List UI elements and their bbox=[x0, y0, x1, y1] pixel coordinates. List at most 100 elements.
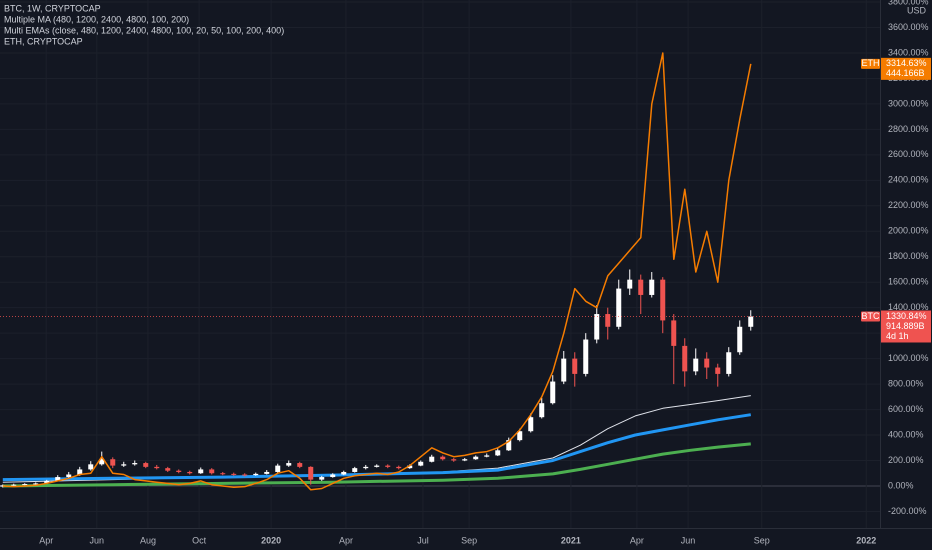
candle-body bbox=[275, 465, 281, 472]
candle-body bbox=[671, 320, 677, 346]
legend-line: ETH, CRYPTOCAP bbox=[4, 36, 83, 46]
candle-body bbox=[506, 440, 512, 451]
x-tick-label: Jul bbox=[417, 535, 429, 545]
candle-body bbox=[165, 468, 171, 471]
y-tick-label: 400.00% bbox=[888, 429, 924, 439]
unit-label: USD bbox=[907, 5, 927, 15]
y-tick-label: 2000.00% bbox=[888, 226, 929, 236]
y-tick-label: 3400.00% bbox=[888, 47, 929, 57]
x-tick-label: Apr bbox=[339, 535, 353, 545]
candle-body bbox=[286, 463, 292, 466]
price-tag-line: 914.889B bbox=[886, 321, 925, 331]
series-tag-name: ETH bbox=[862, 58, 880, 68]
candle-body bbox=[22, 484, 28, 486]
x-tick-label: Apr bbox=[630, 535, 644, 545]
candle-body bbox=[605, 314, 611, 327]
price-tag-line: 3314.63% bbox=[886, 58, 927, 68]
candle-body bbox=[594, 314, 600, 340]
candle-body bbox=[77, 469, 83, 475]
candle-body bbox=[638, 279, 644, 295]
legend-line: BTC, 1W, CRYPTOCAP bbox=[4, 3, 101, 13]
candle-body bbox=[308, 466, 314, 480]
candle-body bbox=[649, 279, 655, 295]
candle-body bbox=[374, 465, 380, 467]
candle-body bbox=[627, 279, 633, 289]
candle-body bbox=[363, 466, 369, 469]
candle-body bbox=[319, 477, 325, 480]
y-tick-label: 1000.00% bbox=[888, 353, 929, 363]
price-tag-box bbox=[881, 57, 931, 80]
candle-body bbox=[616, 288, 622, 327]
y-tick-label: 3800.00% bbox=[888, 0, 929, 6]
candle-body bbox=[473, 456, 479, 460]
y-tick-label: 1600.00% bbox=[888, 277, 929, 287]
x-tick-label: 2020 bbox=[261, 535, 281, 545]
legend-line: Multi EMAs (close, 480, 1200, 2400, 4800… bbox=[4, 25, 284, 35]
candle-body bbox=[407, 465, 413, 469]
candle-body bbox=[396, 466, 402, 469]
candle-body bbox=[231, 473, 237, 475]
candle-body bbox=[440, 456, 446, 460]
y-tick-label: 600.00% bbox=[888, 404, 924, 414]
candle-body bbox=[550, 381, 556, 404]
y-tick-label: -200.00% bbox=[888, 506, 927, 516]
candle-body bbox=[44, 480, 50, 484]
candle-body bbox=[33, 483, 39, 485]
price-tag-line: 4d 1h bbox=[886, 331, 909, 341]
candle-body bbox=[11, 484, 17, 486]
candle-body bbox=[704, 358, 710, 368]
candle-body bbox=[693, 358, 699, 372]
candle-body bbox=[121, 464, 127, 466]
candle-body bbox=[682, 345, 688, 372]
candle-body bbox=[451, 459, 457, 461]
x-tick-label: Sep bbox=[754, 535, 770, 545]
candle-body bbox=[264, 471, 270, 474]
candle-body bbox=[352, 468, 358, 472]
candle-body bbox=[330, 474, 336, 478]
x-tick-label: Jun bbox=[681, 535, 696, 545]
candle-body bbox=[517, 431, 523, 441]
price-tag-line: 444.166B bbox=[886, 68, 925, 78]
candle-body bbox=[429, 456, 435, 462]
price-tag-line: 1330.84% bbox=[886, 311, 927, 321]
legend-line: Multiple MA (480, 1200, 2400, 4800, 100,… bbox=[4, 14, 189, 24]
candle-body bbox=[253, 473, 259, 476]
x-tick-label: Apr bbox=[39, 535, 53, 545]
candle-body bbox=[143, 463, 149, 467]
x-tick-label: Jun bbox=[90, 535, 105, 545]
series-line bbox=[2, 413, 752, 482]
candle-body bbox=[737, 326, 743, 353]
y-tick-label: 2800.00% bbox=[888, 124, 929, 134]
candle-body bbox=[462, 459, 468, 461]
y-tick-label: 0.00% bbox=[888, 480, 914, 490]
series-tag-box bbox=[861, 58, 880, 69]
candle-body bbox=[528, 417, 534, 432]
candle-body bbox=[341, 471, 347, 475]
candle-body bbox=[572, 358, 578, 374]
y-tick-label: 3000.00% bbox=[888, 98, 929, 108]
candle-body bbox=[88, 464, 94, 470]
candle-body bbox=[55, 477, 61, 481]
y-tick-label: 800.00% bbox=[888, 378, 924, 388]
candle-body bbox=[297, 463, 303, 467]
candle-body bbox=[748, 316, 754, 327]
series-line bbox=[2, 52, 752, 491]
series-tag-box bbox=[861, 311, 880, 322]
candle-body bbox=[583, 339, 589, 374]
candle-body bbox=[110, 459, 116, 466]
candle-body bbox=[726, 352, 732, 374]
candle-body bbox=[715, 367, 721, 374]
y-tick-label: 2200.00% bbox=[888, 200, 929, 210]
candle-body bbox=[198, 469, 204, 474]
candle-body bbox=[209, 469, 215, 474]
candle-body bbox=[561, 358, 567, 382]
y-tick-label: 2400.00% bbox=[888, 175, 929, 185]
y-tick-label: 1800.00% bbox=[888, 251, 929, 261]
candle-body bbox=[418, 461, 424, 466]
candle-body bbox=[176, 470, 182, 472]
candle-body bbox=[242, 474, 248, 476]
y-tick-label: 2600.00% bbox=[888, 149, 929, 159]
candle-body bbox=[0, 485, 6, 487]
